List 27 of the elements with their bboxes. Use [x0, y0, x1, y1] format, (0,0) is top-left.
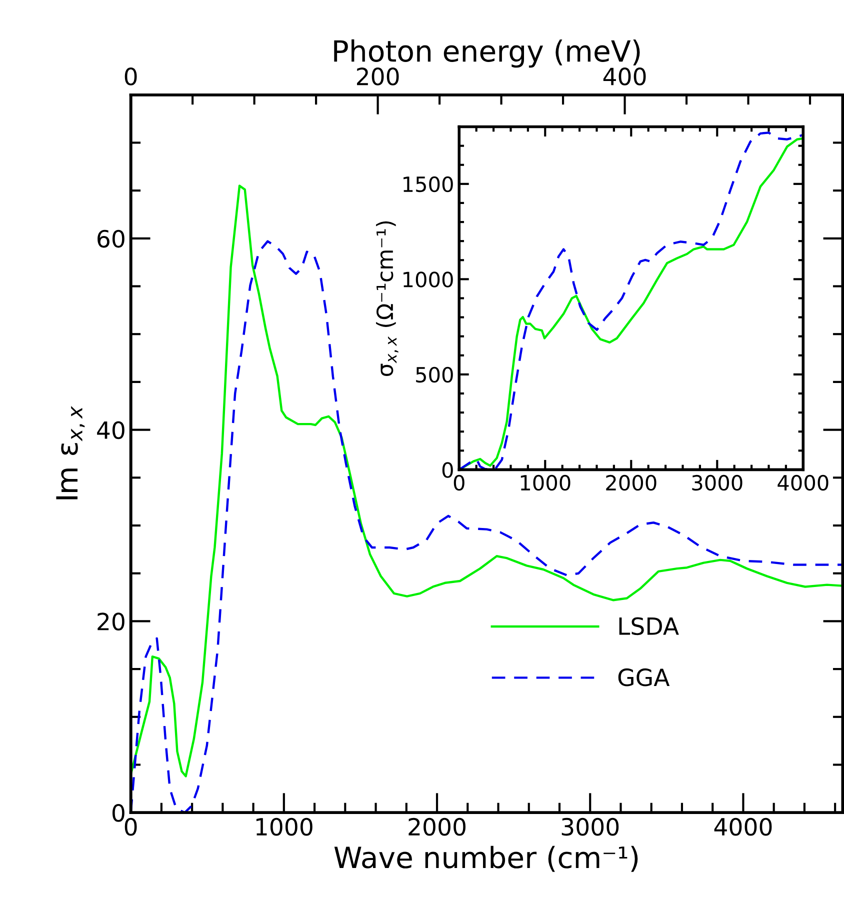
y-tick-label: 1000 [404, 272, 453, 288]
y-tick-label: 1500 [404, 176, 453, 192]
x-tick-label: 4000 [714, 818, 772, 836]
y-tick-label: 0 [112, 804, 124, 822]
y-tick-label: 40 [97, 421, 124, 440]
x2-tick-label: 0 [124, 68, 137, 86]
x-axis-title: Wave number (cm⁻¹) [334, 846, 638, 872]
x-tick-label: 0 [454, 474, 464, 491]
y-axis-title: σ$_{x,x}$ (Ω⁻¹cm⁻¹) [376, 221, 398, 376]
y-tick-label: 500 [416, 366, 453, 383]
x2-axis-title: Photon energy (meV) [334, 39, 640, 68]
legend-label: GGA [618, 668, 670, 686]
x-tick-label: 2000 [408, 818, 466, 836]
y-tick-label: 0 [442, 462, 453, 478]
x-tick-label: 0 [124, 818, 137, 836]
x-tick-label: 3000 [692, 474, 742, 491]
x-tick-label: 1000 [256, 818, 312, 836]
x-tick-label: 4000 [778, 474, 828, 491]
y-tick-label: 60 [98, 230, 124, 248]
legend-label: LSDA [619, 617, 679, 636]
x2-tick-label: 400 [603, 68, 646, 86]
x-tick-label: 1000 [520, 474, 570, 491]
x2-tick-label: 200 [356, 68, 399, 86]
x-tick-label: 3000 [562, 818, 619, 836]
x-tick-label: 2000 [606, 474, 656, 491]
y-tick-label: 20 [98, 612, 124, 630]
y-axis-title: Im ε$_{x,x}$ [56, 406, 85, 500]
